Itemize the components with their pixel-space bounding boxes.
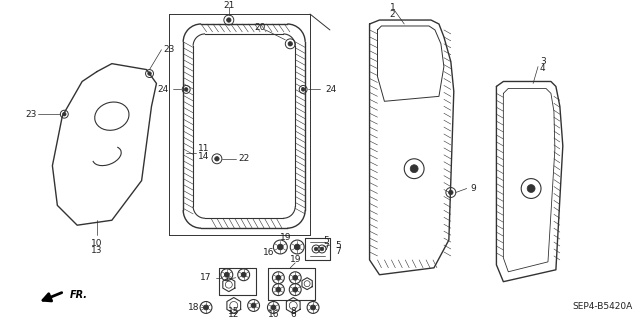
Circle shape <box>184 88 188 91</box>
Text: 22: 22 <box>238 154 250 163</box>
Circle shape <box>204 305 209 310</box>
Text: 10: 10 <box>92 238 103 248</box>
Text: 11: 11 <box>198 144 209 153</box>
Text: 6: 6 <box>291 310 296 319</box>
Text: 7: 7 <box>323 244 329 252</box>
Text: 15: 15 <box>228 307 239 316</box>
Text: 18: 18 <box>188 303 199 312</box>
Text: 19: 19 <box>289 255 301 264</box>
Circle shape <box>241 272 246 277</box>
Circle shape <box>271 305 276 310</box>
Text: 1: 1 <box>390 3 396 12</box>
Text: 7: 7 <box>335 247 340 256</box>
Circle shape <box>227 18 231 22</box>
Text: 19: 19 <box>280 233 291 242</box>
Text: 13: 13 <box>92 246 103 255</box>
Circle shape <box>310 305 316 310</box>
Circle shape <box>314 247 318 251</box>
Circle shape <box>214 156 219 161</box>
Text: 16: 16 <box>262 248 274 258</box>
Text: 23: 23 <box>25 110 36 119</box>
Text: 24: 24 <box>157 85 168 94</box>
Text: 9: 9 <box>470 184 476 193</box>
Text: 2: 2 <box>390 10 395 19</box>
Text: 21: 21 <box>223 1 234 10</box>
Circle shape <box>293 275 298 280</box>
Text: 20: 20 <box>255 23 266 32</box>
Text: 4: 4 <box>540 64 546 73</box>
Text: FR.: FR. <box>70 290 88 300</box>
Text: 3: 3 <box>540 57 546 66</box>
Circle shape <box>294 244 300 250</box>
Circle shape <box>449 190 453 195</box>
Circle shape <box>63 112 66 116</box>
Circle shape <box>278 244 283 250</box>
Text: 23: 23 <box>164 45 175 54</box>
Circle shape <box>225 272 229 277</box>
Text: 8: 8 <box>291 307 296 316</box>
Text: 5: 5 <box>335 241 340 250</box>
Circle shape <box>301 88 305 91</box>
Circle shape <box>276 287 281 292</box>
Circle shape <box>527 185 535 193</box>
Text: SEP4-B5420A: SEP4-B5420A <box>572 302 632 311</box>
Text: 24: 24 <box>325 85 336 94</box>
Text: 16: 16 <box>268 310 279 319</box>
Circle shape <box>148 72 151 75</box>
Text: 5: 5 <box>323 236 329 244</box>
Circle shape <box>288 42 292 46</box>
Circle shape <box>276 275 281 280</box>
Circle shape <box>410 165 418 173</box>
Text: 17: 17 <box>200 273 211 282</box>
Circle shape <box>320 247 324 251</box>
Text: 14: 14 <box>198 152 209 161</box>
Text: 12: 12 <box>228 310 239 319</box>
Circle shape <box>293 287 298 292</box>
Circle shape <box>252 303 256 308</box>
